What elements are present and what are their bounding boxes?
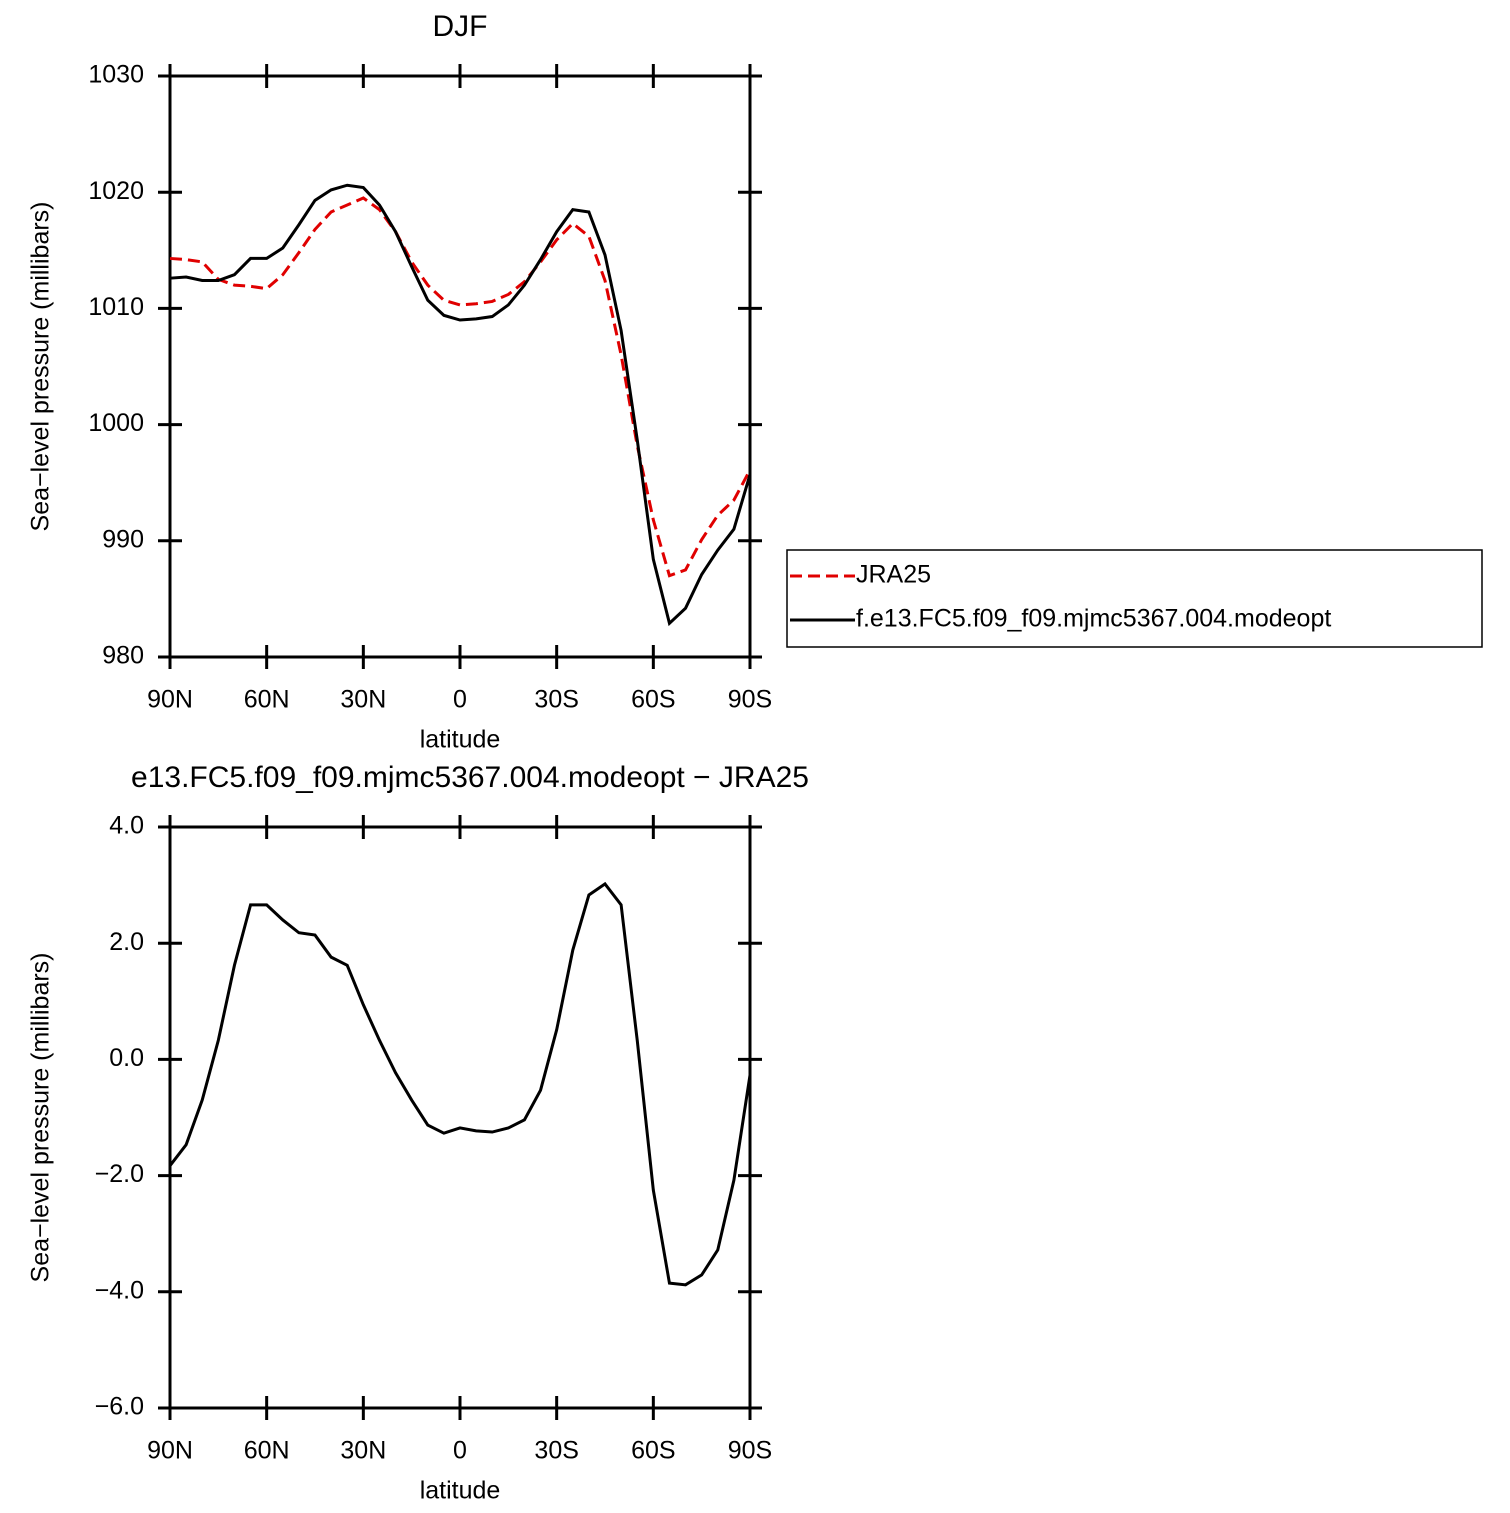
chart-title: e13.FC5.f09_f09.mjmc5367.004.modeopt − J… bbox=[131, 761, 809, 794]
x-tick-label: 90S bbox=[728, 1437, 772, 1465]
y-tick-label: 980 bbox=[102, 642, 144, 670]
y-tick-label: 2.0 bbox=[109, 928, 144, 956]
y-tick-label: 4.0 bbox=[109, 812, 144, 840]
x-tick-label: 0 bbox=[453, 686, 467, 714]
data-line bbox=[169, 183, 752, 627]
x-axis-label: latitude bbox=[420, 1477, 501, 1505]
x-tick-label: 90S bbox=[728, 686, 772, 714]
y-tick-label: 0.0 bbox=[109, 1044, 144, 1072]
x-tick-label: 90N bbox=[147, 686, 193, 714]
x-tick-label: 60S bbox=[631, 686, 675, 714]
x-tick-label: 30S bbox=[534, 686, 578, 714]
legend-label: JRA25 bbox=[856, 561, 931, 589]
x-tick-label: 60N bbox=[244, 686, 290, 714]
y-tick-label: −6.0 bbox=[95, 1393, 144, 1421]
x-axis-label: latitude bbox=[420, 726, 501, 754]
y-tick-label: 1030 bbox=[88, 61, 144, 89]
x-tick-label: 0 bbox=[453, 1437, 467, 1465]
x-tick-label: 30N bbox=[340, 686, 386, 714]
plot-frame bbox=[168, 74, 752, 659]
y-tick-label: 1020 bbox=[88, 177, 144, 205]
x-tick-label: 90N bbox=[147, 1437, 193, 1465]
x-tick-label: 30N bbox=[340, 1437, 386, 1465]
plot-frame bbox=[168, 825, 752, 1410]
y-tick-label: −2.0 bbox=[95, 1160, 144, 1188]
y-tick-label: 1000 bbox=[88, 409, 144, 437]
y-axis-label: Sea−level pressure (millibars) bbox=[27, 953, 55, 1283]
x-tick-label: 30S bbox=[534, 1437, 578, 1465]
legend-box bbox=[786, 549, 1483, 648]
x-tick-label: 60N bbox=[244, 1437, 290, 1465]
y-tick-label: 1010 bbox=[88, 293, 144, 321]
x-tick-label: 60S bbox=[631, 1437, 675, 1465]
y-tick-label: 990 bbox=[102, 525, 144, 553]
data-line bbox=[169, 196, 752, 578]
data-line bbox=[168, 881, 752, 1287]
chart-title: DJF bbox=[433, 10, 488, 43]
y-axis-label: Sea−level pressure (millibars) bbox=[27, 202, 55, 532]
legend-label: f.e13.FC5.f09_f09.mjmc5367.004.modeopt bbox=[856, 605, 1331, 633]
y-tick-label: −4.0 bbox=[95, 1276, 144, 1304]
